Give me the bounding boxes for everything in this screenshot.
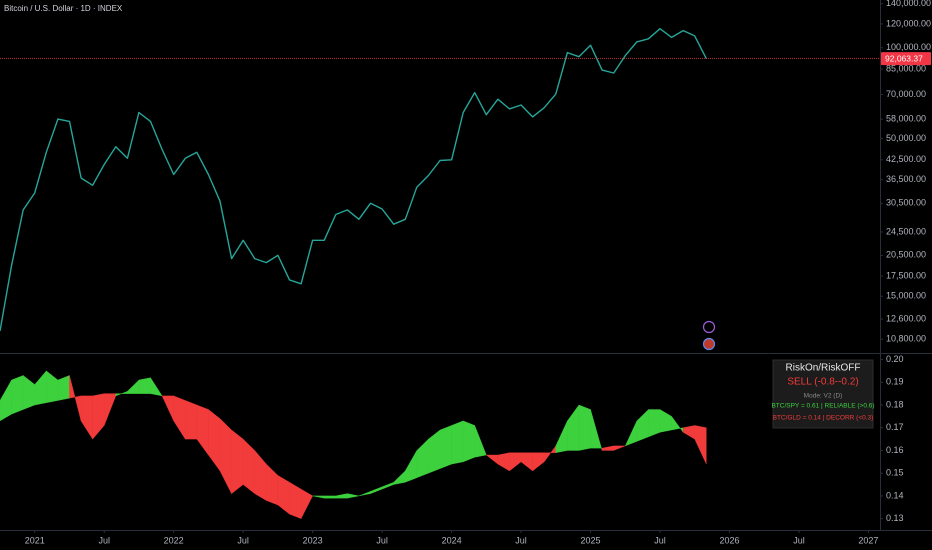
event-icon[interactable] (702, 320, 716, 334)
info-panel-text: RiskOn/RiskOFF (786, 363, 861, 374)
signal-fill (185, 400, 198, 440)
signal-fill (578, 404, 591, 451)
y-tick-label: 0.20 (886, 354, 904, 364)
signal-fill (648, 409, 661, 438)
info-panel-text: BTC/SPY = 0.61 | RELIABLE (>0.6) (771, 403, 874, 410)
info-panel-text: Mode: V2 (D) (804, 393, 843, 400)
y-tick-label: 0.16 (886, 445, 904, 455)
price-line (0, 28, 707, 332)
y-tick-label: 140,000.00 (886, 0, 931, 8)
y-tick-label: 24,500.00 (886, 226, 926, 236)
info-panel-text: SELL (-0.8--0.2) (787, 377, 858, 388)
y-tick-label: 0.15 (886, 468, 904, 478)
signal-fill (138, 377, 151, 394)
x-tick-label: Jul (654, 535, 666, 545)
y-tick-label: 20,500.00 (886, 250, 926, 260)
x-tick-label: 2025 (581, 535, 601, 545)
y-tick-label: 0.19 (886, 377, 904, 387)
info-panel-text: BTC/GLD = 0.14 | DECORR (<0.3) (773, 415, 874, 422)
x-tick-label: Jul (376, 535, 388, 545)
y-tick-label: 30,500.00 (886, 198, 926, 208)
y-tick-label: 0.17 (886, 422, 904, 432)
signal-fill (613, 445, 626, 451)
y-tick-label: 42,500.00 (886, 154, 926, 164)
y-tick-label: 36,500.00 (886, 174, 926, 184)
y-tick-label: 85,000.00 (886, 63, 926, 73)
x-tick-label: 2026 (719, 535, 739, 545)
signal-fill (451, 420, 464, 465)
last-price-box (881, 52, 931, 66)
x-tick-label: 2024 (442, 535, 462, 545)
signal-fill (347, 493, 359, 499)
x-tick-label: Jul (515, 535, 527, 545)
y-tick-label: 70,000.00 (886, 89, 926, 99)
signal-fill (57, 375, 70, 401)
x-tick-label: 2027 (858, 535, 878, 545)
signal-fill (150, 377, 163, 397)
y-tick-label: 50,000.00 (886, 133, 926, 143)
y-tick-label: 120,000.00 (886, 18, 931, 28)
x-tick-label: 2022 (164, 535, 184, 545)
signal-fill (11, 375, 24, 415)
signal-fill (300, 488, 313, 519)
signal-fill (474, 425, 487, 458)
event-icon[interactable] (702, 337, 716, 351)
y-tick-label: 0.18 (886, 399, 904, 409)
signal-fill (462, 420, 475, 463)
info-panel (772, 359, 874, 429)
y-tick-label: 10,800.00 (886, 334, 926, 344)
y-tick-label: 12,600.00 (886, 313, 926, 323)
y-tick-label: 0.14 (886, 490, 904, 500)
last-price-label: 92,063.37 (885, 53, 923, 63)
chart-title: Bitcoin / U.S. Dollar · 1D · INDEX (4, 4, 123, 13)
signal-fill (694, 425, 707, 465)
y-tick-label: 100,000.00 (886, 42, 931, 52)
y-tick-label: 0.13 (886, 513, 904, 523)
x-tick-label: 2023 (303, 535, 323, 545)
y-tick-label: 15,000.00 (886, 291, 926, 301)
signal-fill (324, 495, 336, 499)
x-tick-label: 2021 (25, 535, 45, 545)
signal-fill (439, 425, 452, 469)
x-tick-label: Jul (98, 535, 110, 545)
x-tick-label: Jul (793, 535, 805, 545)
y-tick-label: 17,500.00 (886, 270, 926, 280)
y-tick-label: 58,000.00 (886, 113, 926, 123)
signal-fill (231, 429, 244, 495)
x-tick-label: Jul (237, 535, 249, 545)
